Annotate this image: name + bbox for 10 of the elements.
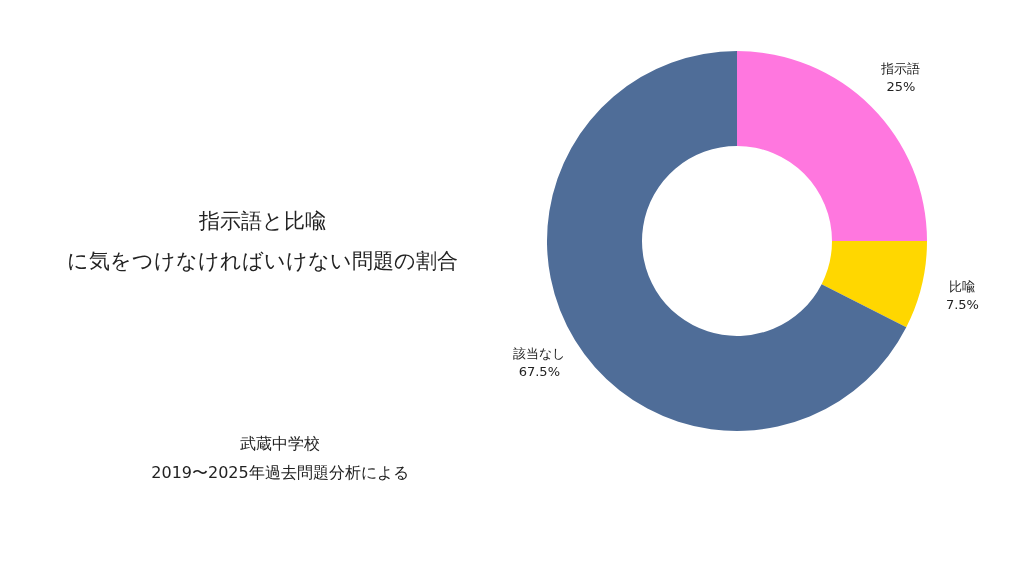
slice-label: 指示語 — [880, 60, 921, 76]
text: 武蔵中学校 — [240, 433, 320, 453]
slice-label: 比喩 — [949, 278, 976, 294]
text: 2019〜2025年過去問題分析による — [151, 462, 409, 482]
text: に気をつけなければいけない問題の割合 — [66, 249, 458, 273]
data-label: 67.5% — [518, 363, 561, 379]
data-label: 7.5% — [945, 296, 979, 312]
slice-label: 該当なし — [513, 345, 566, 361]
data-label: 25% — [886, 78, 916, 94]
text: 指示語と比喩 — [197, 209, 326, 233]
